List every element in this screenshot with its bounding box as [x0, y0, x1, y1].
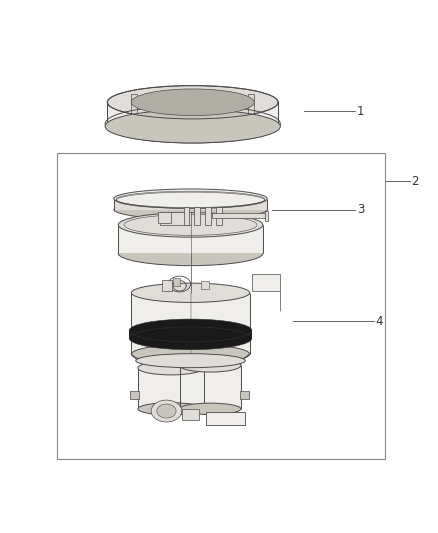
Bar	[138, 368, 204, 409]
Polygon shape	[107, 102, 278, 126]
Bar	[201, 94, 208, 125]
Ellipse shape	[118, 241, 263, 265]
Ellipse shape	[131, 283, 250, 302]
Text: 2: 2	[411, 175, 418, 188]
Polygon shape	[118, 225, 263, 253]
Bar	[248, 94, 254, 125]
Bar	[158, 212, 171, 223]
Ellipse shape	[114, 200, 267, 219]
Ellipse shape	[157, 404, 176, 418]
Ellipse shape	[118, 213, 263, 237]
Bar	[184, 207, 189, 225]
Bar	[131, 94, 138, 125]
Bar	[216, 207, 222, 225]
Ellipse shape	[180, 403, 241, 415]
Bar	[155, 94, 161, 125]
Bar	[130, 391, 139, 399]
Ellipse shape	[107, 86, 278, 119]
Bar	[201, 280, 209, 289]
Polygon shape	[129, 330, 252, 338]
Ellipse shape	[180, 359, 241, 372]
Polygon shape	[131, 354, 250, 361]
Ellipse shape	[129, 327, 252, 350]
Ellipse shape	[136, 354, 245, 368]
Ellipse shape	[107, 110, 278, 143]
Bar	[182, 409, 199, 420]
Text: 3: 3	[357, 203, 364, 216]
Ellipse shape	[131, 89, 254, 116]
Bar	[194, 207, 200, 225]
Bar	[265, 211, 268, 221]
Ellipse shape	[151, 400, 182, 422]
Text: 4: 4	[376, 315, 383, 328]
Bar	[180, 366, 241, 409]
Bar	[173, 278, 180, 286]
Bar	[205, 207, 211, 225]
Ellipse shape	[105, 110, 280, 143]
Ellipse shape	[138, 403, 204, 415]
Bar	[212, 213, 265, 219]
Ellipse shape	[131, 344, 250, 364]
Bar	[252, 274, 280, 290]
Ellipse shape	[114, 189, 267, 208]
Bar	[178, 94, 184, 125]
Bar	[240, 391, 249, 399]
Ellipse shape	[138, 361, 204, 375]
Bar	[162, 280, 172, 290]
Text: 1: 1	[357, 104, 364, 117]
Polygon shape	[131, 293, 250, 354]
Bar	[206, 413, 245, 425]
Bar	[160, 212, 191, 225]
Polygon shape	[114, 199, 267, 209]
Ellipse shape	[129, 319, 252, 342]
Bar	[57, 152, 385, 459]
Bar	[225, 94, 231, 125]
